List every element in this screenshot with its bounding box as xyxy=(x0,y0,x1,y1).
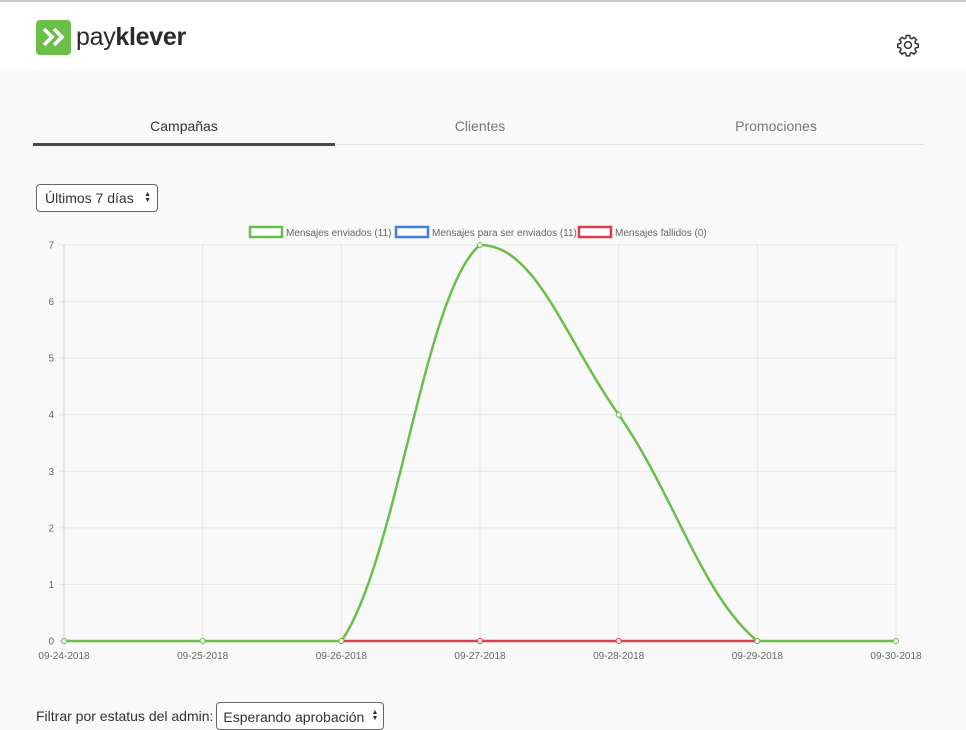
data-point xyxy=(755,639,760,644)
x-tick-label: 09-30-2018 xyxy=(870,651,922,662)
data-point xyxy=(339,639,344,644)
legend-label: Mensajes para ser enviados (11) xyxy=(432,228,577,239)
tab-clientes[interactable]: Clientes xyxy=(332,108,628,144)
y-tick-label: 0 xyxy=(48,637,54,648)
admin-status-filter: Filtrar por estatus del admin: Esperando… xyxy=(36,702,384,730)
gear-icon[interactable] xyxy=(896,33,920,57)
data-point xyxy=(478,243,483,248)
tab-promociones[interactable]: Promociones xyxy=(628,108,924,144)
filter-label: Filtrar por estatus del admin: xyxy=(36,708,213,724)
double-chevron-icon xyxy=(36,20,71,55)
data-point xyxy=(62,639,67,644)
x-tick-label: 09-25-2018 xyxy=(177,651,229,662)
data-point xyxy=(616,639,621,644)
legend-swatch xyxy=(396,227,428,237)
legend-label: Mensajes fallidos (0) xyxy=(615,228,707,239)
payklever-logo[interactable]: payklever xyxy=(36,19,186,55)
logo-text-bold: klever xyxy=(115,23,186,51)
legend-swatch xyxy=(250,227,282,237)
data-point xyxy=(200,639,205,644)
legend-swatch xyxy=(579,227,611,237)
admin-status-select[interactable]: Esperando aprobación ▲ ▼ xyxy=(216,702,384,730)
messages-line-chart: 0 1 2 3 4 5 6 7 09-24-2018 09-25-2018 09-26-2018 09… xyxy=(0,220,966,665)
data-point xyxy=(616,412,621,417)
legend-label: Mensajes enviados (11) xyxy=(286,228,391,239)
x-tick-label: 09-26-2018 xyxy=(316,651,368,662)
y-tick-label: 5 xyxy=(48,354,54,365)
x-tick-label: 09-24-2018 xyxy=(38,651,90,662)
y-tick-label: 1 xyxy=(48,580,54,591)
app-header: payklever xyxy=(0,2,966,71)
x-tick-label: 09-28-2018 xyxy=(593,651,645,662)
select-arrows-icon: ▲ ▼ xyxy=(371,710,378,722)
tab-bar: Campañas Clientes Promociones xyxy=(36,108,924,145)
y-tick-label: 2 xyxy=(48,523,54,534)
date-range-value: Últimos 7 días xyxy=(45,190,134,206)
select-arrows-icon: ▲ ▼ xyxy=(144,192,151,204)
tab-campanas[interactable]: Campañas xyxy=(36,108,332,144)
y-tick-label: 7 xyxy=(48,241,54,252)
data-point xyxy=(478,639,483,644)
x-tick-label: 09-29-2018 xyxy=(732,651,784,662)
x-tick-label: 09-27-2018 xyxy=(454,651,506,662)
data-point xyxy=(894,639,899,644)
date-range-select[interactable]: Últimos 7 días ▲ ▼ xyxy=(36,184,158,212)
y-tick-label: 4 xyxy=(48,410,54,421)
logo-wordmark: payklever xyxy=(76,25,186,50)
logo-text-light: pay xyxy=(76,23,115,51)
y-tick-label: 6 xyxy=(48,297,54,308)
y-tick-label: 3 xyxy=(48,467,54,478)
